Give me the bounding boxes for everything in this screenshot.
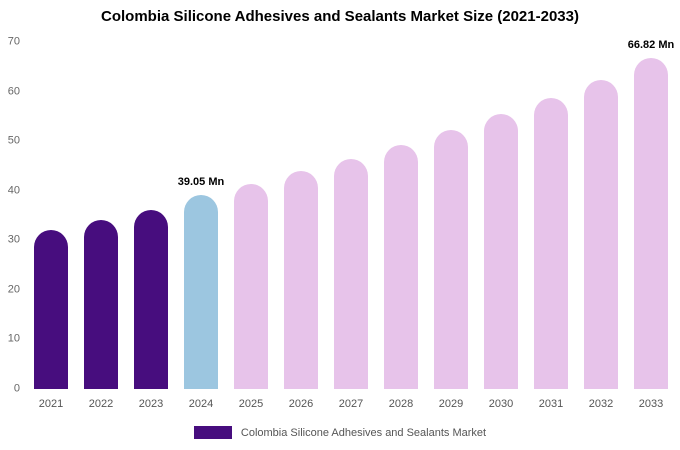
x-axis-tick-label: 2029 bbox=[438, 398, 464, 410]
x-axis-tick-label: 2032 bbox=[588, 398, 614, 410]
bar-2033 bbox=[634, 57, 668, 389]
y-axis-tick-label: 20 bbox=[7, 283, 20, 296]
y-axis-tick-label: 30 bbox=[7, 233, 20, 246]
bar-2025 bbox=[234, 183, 268, 389]
y-axis-tick-label: 50 bbox=[7, 134, 20, 147]
bar-2026 bbox=[284, 171, 318, 389]
bar-2032 bbox=[584, 79, 618, 389]
bar-cell bbox=[376, 42, 426, 389]
bar-2024 bbox=[184, 195, 218, 389]
bar-2030 bbox=[484, 114, 518, 389]
bar-2031 bbox=[534, 97, 568, 389]
x-axis-tick-label: 2026 bbox=[288, 398, 314, 410]
chart-title: Colombia Silicone Adhesives and Sealants… bbox=[101, 8, 579, 25]
y-axis-tick-label: 40 bbox=[7, 184, 20, 197]
x-axis-tick-label: 2023 bbox=[138, 398, 164, 410]
bar-cell bbox=[76, 42, 126, 389]
bar-value-label: 39.05 Mn bbox=[177, 176, 225, 189]
bar-cell: 39.05 Mn bbox=[176, 42, 226, 389]
bar-cell bbox=[426, 42, 476, 389]
bar-cell bbox=[276, 42, 326, 389]
y-axis: 0 10 20 30 40 50 60 70 bbox=[0, 36, 26, 394]
bar-cell bbox=[126, 42, 176, 389]
y-axis-tick-label: 60 bbox=[7, 85, 20, 98]
x-axis-tick-label: 2033 bbox=[638, 398, 664, 410]
legend[interactable]: Colombia Silicone Adhesives and Sealants… bbox=[0, 426, 680, 439]
bar-2029 bbox=[434, 130, 468, 389]
bar-value-label: 66.82 Mn bbox=[627, 38, 675, 51]
y-axis-tick-label: 70 bbox=[7, 35, 20, 48]
bar-2023 bbox=[134, 210, 168, 389]
bar-2022 bbox=[84, 219, 118, 389]
legend-label: Colombia Silicone Adhesives and Sealants… bbox=[240, 426, 487, 439]
bar-cell bbox=[576, 42, 626, 389]
x-axis-tick-label: 2021 bbox=[38, 398, 64, 410]
x-axis-tick-label: 2022 bbox=[88, 398, 114, 410]
x-axis-tick-label: 2031 bbox=[538, 398, 564, 410]
bar-cell bbox=[326, 42, 376, 389]
x-axis: 2021 2022 2023 2024 2025 2026 2027 2028 2029 2030… bbox=[26, 398, 676, 410]
legend-swatch bbox=[193, 426, 232, 439]
x-axis-tick-label: 2030 bbox=[488, 398, 514, 410]
y-axis-tick-label: 0 bbox=[13, 382, 20, 395]
bar-2028 bbox=[384, 145, 418, 389]
y-axis-tick-label: 10 bbox=[7, 332, 20, 345]
x-axis-tick-label: 2028 bbox=[388, 398, 414, 410]
bar-2027 bbox=[334, 159, 368, 389]
bar-cell bbox=[476, 42, 526, 389]
x-axis-tick-label: 2027 bbox=[338, 398, 364, 410]
x-axis-tick-label: 2025 bbox=[238, 398, 264, 410]
x-axis-tick-label: 2024 bbox=[188, 398, 214, 410]
bars-container: 39.05 Mn 66.82 Mn bbox=[26, 38, 676, 389]
bar-cell: 66.82 Mn bbox=[626, 38, 676, 389]
bar-cell bbox=[226, 42, 276, 389]
plot-area: 0 10 20 30 40 50 60 70 39.05 Mn 66.82 Mn bbox=[0, 36, 676, 394]
bar-2021 bbox=[34, 230, 68, 389]
bar-cell bbox=[526, 42, 576, 389]
bar-cell bbox=[26, 42, 76, 389]
